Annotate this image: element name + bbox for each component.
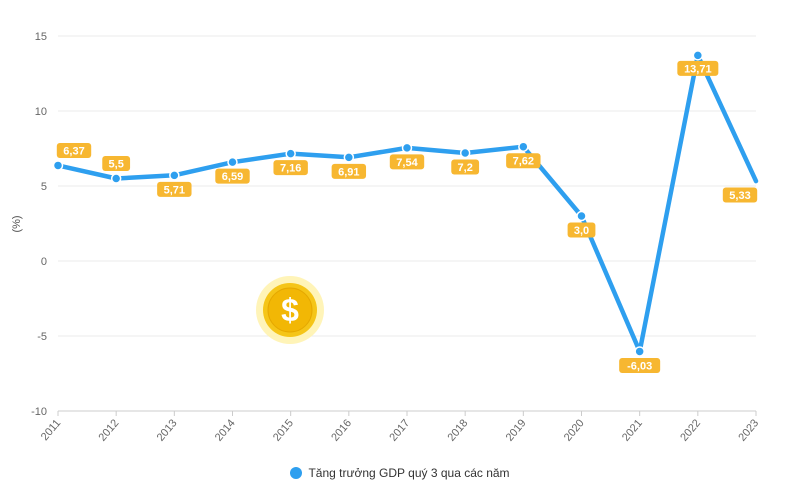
data-points [52, 50, 704, 357]
data-label: 7,54 [396, 157, 418, 169]
data-point[interactable] [343, 152, 355, 163]
data-point[interactable] [110, 173, 122, 184]
x-axis-ticks: 2011 2012 2013 2014 2015 2016 2017 2018 2019 2020… [39, 411, 761, 444]
data-label-box [506, 153, 541, 169]
x-tick-label: 2017 [387, 417, 412, 443]
data-label: 5,33 [729, 190, 750, 202]
legend-label: Tăng trưởng GDP quý 3 qua các năm [308, 466, 510, 480]
x-tick-label: 2019 [504, 417, 529, 443]
data-label-box [273, 160, 308, 176]
x-tick-label: 2011 [39, 417, 63, 443]
data-label: 13,71 [684, 63, 712, 75]
data-label-box [56, 142, 92, 158]
line-chart: -10 -5 0 5 10 15 (%) 2011 2012 2013 2014 2015 2016… [11, 31, 761, 444]
data-point[interactable] [634, 346, 645, 357]
y-tick-label: 0 [41, 256, 47, 268]
data-label-box [331, 163, 367, 179]
x-tick-label: 2012 [97, 417, 122, 443]
data-labels: 6,37 5,5 5,71 6,59 7,16 6,91 7,54 7,2 7,62 3,0 -6,… [56, 60, 758, 373]
x-tick-label: 2022 [678, 417, 703, 443]
data-label-box [619, 357, 661, 373]
data-label: 7,2 [458, 162, 473, 174]
data-label-box [215, 168, 250, 184]
data-point[interactable] [401, 142, 413, 154]
x-tick-label: 2016 [329, 417, 354, 443]
data-label: 7,16 [280, 163, 301, 175]
data-point[interactable] [576, 210, 587, 222]
dollar-coin-icon: $ [256, 276, 324, 344]
y-tick-label: -5 [37, 331, 47, 343]
data-label: 5,71 [164, 184, 185, 196]
data-label: 6,91 [338, 166, 359, 178]
y-axis-ticks: -10 -5 0 5 10 15 [31, 31, 47, 418]
y-axis-label: (%) [11, 215, 23, 232]
data-label-box [677, 60, 719, 76]
data-point[interactable] [227, 156, 238, 168]
data-label: 6,59 [222, 171, 243, 183]
x-tick-label: 2020 [562, 417, 587, 443]
y-tick-label: 5 [41, 181, 47, 193]
x-tick-label: 2021 [620, 417, 645, 443]
data-label: 5,5 [109, 159, 124, 171]
svg-text:$: $ [281, 292, 299, 328]
data-point[interactable] [459, 147, 471, 159]
data-label: 3,0 [574, 225, 589, 237]
data-point[interactable] [169, 170, 180, 181]
y-tick-label: 10 [35, 106, 47, 118]
grid-lines [58, 35, 756, 412]
data-label: 6,37 [63, 145, 84, 157]
x-tick-label: 2023 [736, 417, 761, 443]
data-label-box [157, 181, 192, 197]
legend[interactable]: Tăng trưởng GDP quý 3 qua các năm [0, 466, 800, 480]
data-label: 7,62 [513, 156, 534, 168]
data-point[interactable] [285, 148, 296, 159]
data-label-box [722, 187, 758, 203]
x-tick-label: 2013 [155, 417, 180, 443]
legend-marker [290, 467, 303, 479]
y-tick-label: -10 [31, 406, 47, 418]
x-tick-label: 2015 [271, 417, 296, 443]
data-label-box [567, 222, 596, 238]
y-tick-label: 15 [35, 31, 47, 43]
data-label: -6,03 [627, 360, 652, 372]
series-line [55, 53, 759, 354]
data-point[interactable] [518, 141, 529, 152]
data-label-box [451, 159, 480, 175]
data-label-box [389, 154, 425, 170]
x-tick-label: 2018 [446, 417, 471, 443]
x-tick-label: 2014 [213, 417, 238, 443]
data-label-box [102, 156, 131, 171]
data-point[interactable] [52, 160, 64, 171]
data-point[interactable] [692, 50, 704, 61]
